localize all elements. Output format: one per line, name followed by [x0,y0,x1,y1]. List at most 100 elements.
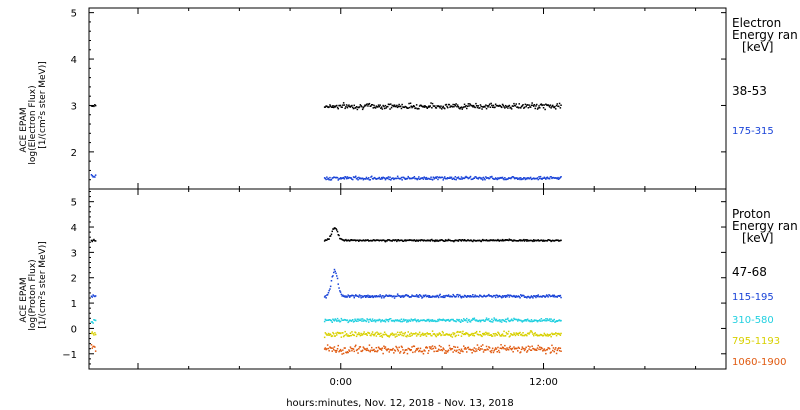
data-point [359,334,362,337]
data-point [507,239,509,241]
data-point [448,344,451,347]
data-point [390,295,393,297]
data-point [429,178,431,180]
data-point [536,320,538,322]
data-point [338,178,340,180]
data-point [434,319,436,322]
data-point [425,346,428,348]
data-point [481,335,483,338]
data-point [558,319,561,321]
data-point [362,333,365,335]
data-point [430,102,432,104]
data-point [447,334,450,336]
data-point [494,178,496,180]
data-point [545,178,547,180]
data-point [383,319,386,322]
data-point [374,296,377,298]
data-point [333,106,335,109]
data-point [506,105,508,108]
data-point [560,332,562,335]
data-point [340,238,343,240]
data-point [365,349,368,352]
data-point [339,291,342,293]
data-point [349,332,352,334]
data-point [492,351,495,354]
data-point [355,349,358,352]
data-point [333,227,336,229]
data-point [364,348,367,350]
data-point [444,350,447,352]
data-point [444,334,446,336]
data-point [479,294,482,297]
data-point [326,106,329,108]
data-point [488,239,490,242]
data-point [347,177,349,180]
data-point [465,348,467,350]
data-point [349,239,352,241]
data-point [490,102,492,105]
data-point [374,319,376,321]
data-point [347,334,349,336]
data-point [541,320,543,322]
data-point [368,296,370,298]
data-point [329,179,332,181]
data-point [384,240,387,243]
data-point [90,105,93,107]
data-point [507,294,509,296]
data-point [420,104,422,107]
data-point [326,105,328,107]
data-point [366,103,368,105]
data-point [554,177,556,179]
data-point [381,108,384,110]
data-point [437,178,439,181]
data-point [464,176,466,179]
data-point [432,295,435,298]
data-point [548,319,550,322]
data-point [460,331,462,333]
data-point [481,177,483,179]
data-point [370,105,372,107]
data-point [386,334,388,337]
data-point [372,239,374,241]
data-point [381,336,384,338]
data-point [478,296,480,298]
data-point [442,296,444,299]
data-point [412,106,414,108]
data-point [418,296,420,298]
data-point [482,296,484,298]
data-point [428,295,431,297]
data-point [377,295,380,297]
data-point [457,176,460,178]
data-point [474,176,476,178]
y-tick-label: 0 [71,324,77,335]
data-point [552,295,555,298]
data-point [537,107,539,109]
data-point [410,105,412,107]
data-point [434,345,436,348]
data-point [377,332,380,335]
data-point [507,178,509,180]
data-point [508,320,511,323]
data-point [94,240,97,242]
data-point [441,295,444,298]
data-point [491,321,494,323]
data-point [458,331,460,333]
data-point [403,295,406,297]
data-point [521,105,524,107]
data-point [342,332,344,334]
data-point [475,348,477,350]
data-point [465,332,467,334]
data-point [439,333,441,335]
data-point [476,295,479,297]
data-point [421,350,424,353]
data-point [396,104,398,107]
data-point [467,333,470,336]
data-point [539,320,542,322]
y-tick-label: 5 [71,9,77,20]
data-point [536,295,539,298]
data-point [560,239,562,242]
data-point [417,347,419,350]
data-point [393,297,396,299]
data-point [558,295,560,297]
data-point [414,351,416,353]
